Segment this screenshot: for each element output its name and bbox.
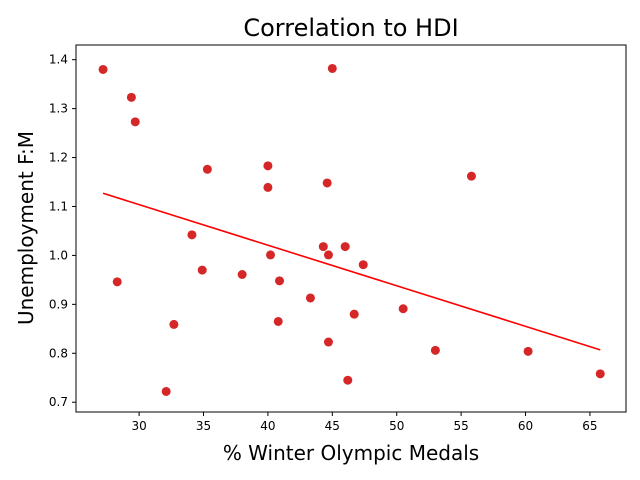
data-point (273, 316, 283, 326)
y-axis-label: Unemployment F:M (14, 131, 38, 325)
data-point (466, 171, 476, 181)
data-point (358, 260, 368, 270)
y-tick-label: 1.3 (49, 102, 68, 116)
data-point (130, 117, 140, 127)
data-point (202, 164, 212, 174)
y-axis-ticks: 0.7 0.8 0.9 1.0 1.1 1.2 1.3 1.4 (49, 53, 76, 409)
x-tick-label: 50 (389, 419, 404, 433)
x-tick-label: 35 (196, 419, 211, 433)
data-point (595, 369, 605, 379)
y-tick-label: 0.7 (49, 395, 68, 409)
data-point (161, 386, 171, 396)
data-point (169, 319, 179, 329)
axes-frame (75, 44, 627, 413)
data-point (237, 269, 247, 279)
data-point (98, 64, 108, 74)
y-tick-label: 0.9 (49, 297, 68, 311)
data-point (322, 178, 332, 188)
data-point (305, 293, 315, 303)
data-point (112, 277, 122, 287)
data-point (343, 375, 353, 385)
data-point (197, 265, 207, 275)
data-point (263, 161, 273, 171)
data-point (398, 304, 408, 314)
y-tick-label: 1.0 (49, 248, 68, 262)
x-tick-label: 40 (260, 419, 275, 433)
data-point (327, 63, 337, 73)
data-point (349, 309, 359, 319)
data-point (126, 92, 136, 102)
data-point (318, 242, 328, 252)
data-point (263, 182, 273, 192)
y-tick-label: 1.2 (49, 151, 68, 165)
data-point (323, 337, 333, 347)
x-axis-ticks: 30 35 40 45 50 55 60 65 (131, 412, 598, 433)
data-point (430, 345, 440, 355)
data-point (265, 250, 275, 260)
x-tick-label: 45 (325, 419, 340, 433)
y-tick-label: 1.1 (49, 199, 68, 213)
data-point (323, 250, 333, 260)
chart-title: Correlation to HDI (243, 14, 458, 42)
x-tick-label: 55 (453, 419, 468, 433)
x-tick-label: 65 (582, 419, 597, 433)
plot-area (98, 63, 605, 396)
data-point (523, 346, 533, 356)
y-tick-label: 1.4 (49, 53, 68, 67)
x-tick-label: 30 (131, 419, 146, 433)
data-point (275, 276, 285, 286)
x-axis-label: % Winter Olympic Medals (223, 441, 479, 465)
y-tick-label: 0.8 (49, 346, 68, 360)
data-point (187, 230, 197, 240)
data-point (340, 242, 350, 252)
x-tick-label: 60 (518, 419, 533, 433)
trend-line (102, 192, 601, 351)
